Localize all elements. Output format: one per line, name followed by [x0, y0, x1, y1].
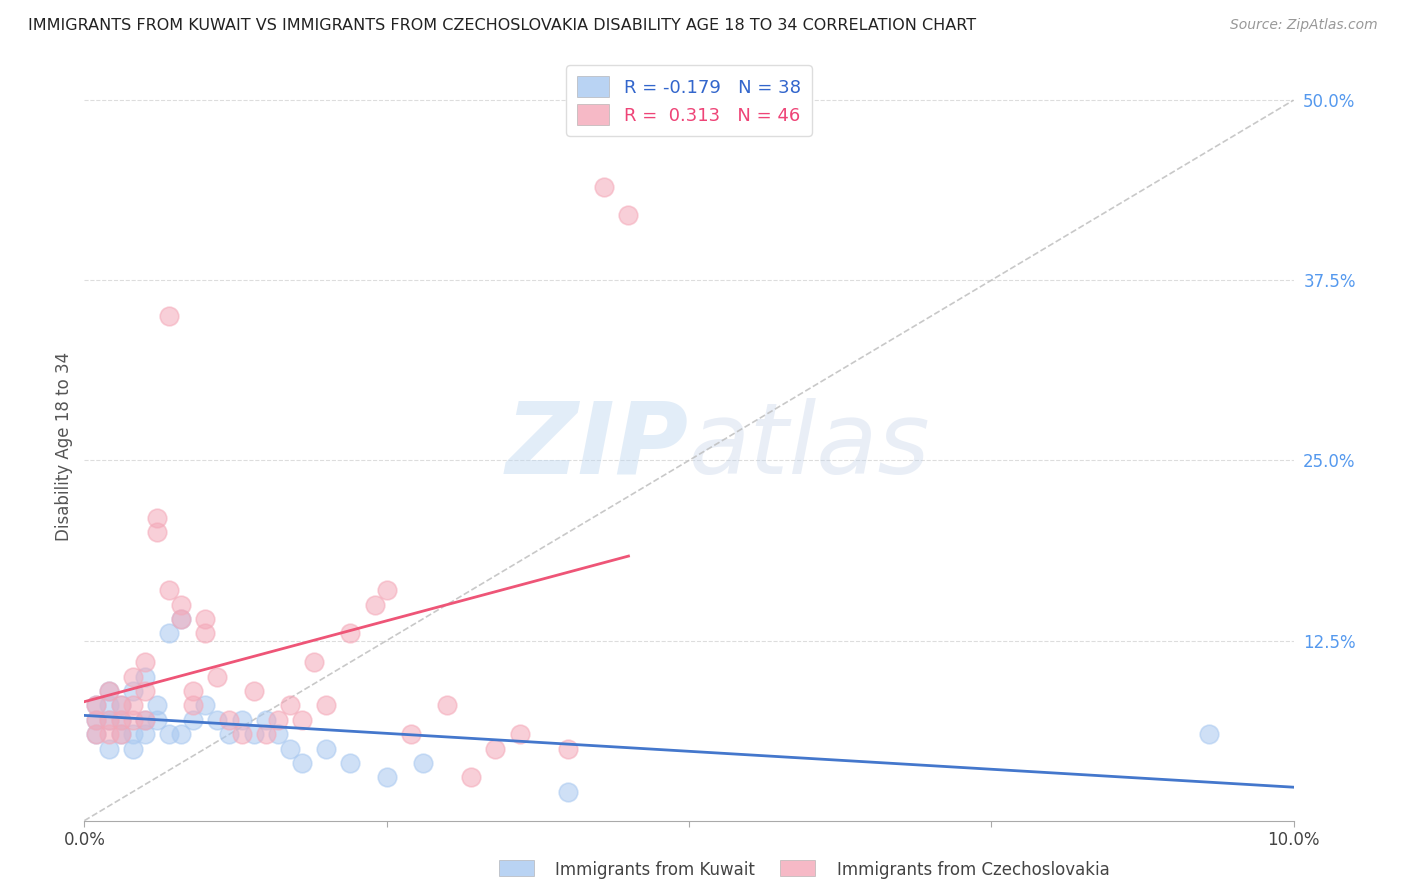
Point [110, 698, 132, 713]
Point [315, 698, 337, 713]
Point [121, 684, 143, 698]
Point [97, 713, 120, 727]
Point [134, 684, 156, 698]
Point [1198, 727, 1220, 741]
Point [254, 727, 277, 741]
Point [86, 713, 108, 727]
Point [231, 727, 253, 741]
Text: Source: ZipAtlas.com: Source: ZipAtlas.com [1230, 18, 1378, 32]
Point [194, 626, 217, 640]
Point [110, 713, 132, 727]
Point [86, 698, 108, 713]
Point [557, 741, 579, 756]
Text: atlas: atlas [689, 398, 931, 494]
Point [339, 626, 361, 640]
Point [110, 727, 132, 741]
Point [86, 713, 108, 727]
Point [194, 612, 217, 626]
Point [460, 771, 482, 785]
Point [412, 756, 434, 770]
Point [97, 713, 120, 727]
Point [157, 583, 180, 598]
Point [291, 713, 314, 727]
Point [134, 713, 156, 727]
Y-axis label: Disability Age 18 to 34: Disability Age 18 to 34 [55, 351, 73, 541]
Point [121, 698, 143, 713]
Point [157, 626, 180, 640]
Point [375, 771, 398, 785]
Point [170, 598, 193, 612]
Point [121, 741, 143, 756]
Text: ZIP: ZIP [506, 398, 689, 494]
Point [97, 684, 120, 698]
Point [363, 598, 385, 612]
Point [110, 698, 132, 713]
Point [593, 179, 616, 194]
Point [134, 655, 156, 669]
Point [110, 713, 132, 727]
Point [557, 785, 579, 799]
Point [121, 727, 143, 741]
Point [97, 741, 120, 756]
Point [146, 698, 169, 713]
Point [278, 698, 301, 713]
Point [146, 525, 169, 540]
Point [121, 713, 143, 727]
Point [509, 727, 531, 741]
Point [231, 713, 253, 727]
Point [242, 684, 264, 698]
Point [146, 713, 169, 727]
Point [170, 727, 193, 741]
Point [278, 741, 301, 756]
Text: Immigrants from Kuwait: Immigrants from Kuwait [555, 861, 755, 879]
Text: Immigrants from Czechoslovakia: Immigrants from Czechoslovakia [837, 861, 1109, 879]
Point [291, 756, 314, 770]
Point [86, 727, 108, 741]
Point [218, 727, 240, 741]
Point [207, 713, 229, 727]
Point [218, 713, 240, 727]
Point [157, 727, 180, 741]
Point [170, 612, 193, 626]
Point [157, 310, 180, 324]
Point [181, 713, 204, 727]
Point [436, 698, 458, 713]
Point [97, 727, 120, 741]
Point [267, 727, 290, 741]
Point [399, 727, 422, 741]
Point [181, 684, 204, 698]
Legend: R = -0.179   N = 38, R =  0.313   N = 46: R = -0.179 N = 38, R = 0.313 N = 46 [567, 65, 811, 136]
Point [134, 713, 156, 727]
Point [86, 698, 108, 713]
Text: IMMIGRANTS FROM KUWAIT VS IMMIGRANTS FROM CZECHOSLOVAKIA DISABILITY AGE 18 TO 34: IMMIGRANTS FROM KUWAIT VS IMMIGRANTS FRO… [28, 18, 976, 33]
Point [207, 669, 229, 683]
Point [339, 756, 361, 770]
Point [97, 684, 120, 698]
Point [617, 209, 640, 223]
Point [484, 741, 506, 756]
Point [110, 727, 132, 741]
Point [146, 511, 169, 525]
Point [170, 612, 193, 626]
Point [134, 669, 156, 683]
Point [302, 655, 325, 669]
Point [97, 698, 120, 713]
Point [134, 727, 156, 741]
Point [267, 713, 290, 727]
Point [121, 669, 143, 683]
Point [86, 727, 108, 741]
Point [194, 698, 217, 713]
Point [254, 713, 277, 727]
Point [242, 727, 264, 741]
Point [375, 583, 398, 598]
Point [315, 741, 337, 756]
Point [181, 698, 204, 713]
